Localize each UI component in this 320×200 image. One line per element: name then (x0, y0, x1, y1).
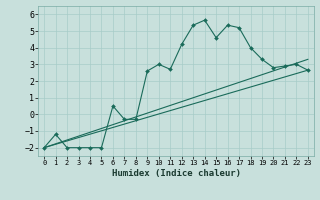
X-axis label: Humidex (Indice chaleur): Humidex (Indice chaleur) (111, 169, 241, 178)
